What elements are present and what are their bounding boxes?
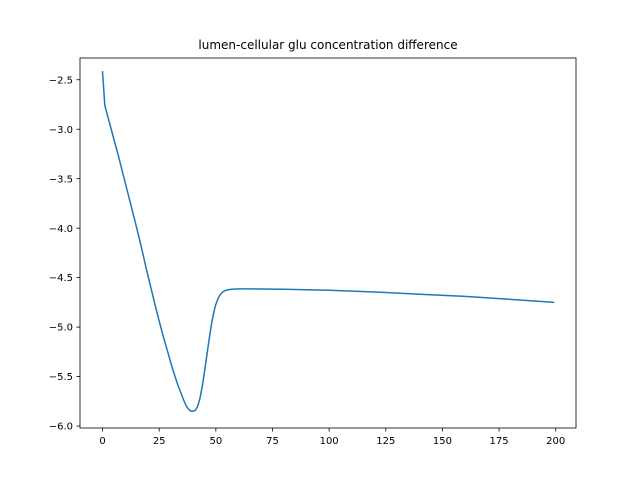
series-line: [101, 71, 555, 412]
x-axis: 0 25 50 75 100 125 150 175 200: [99, 428, 565, 447]
y-tick-label: −3.0: [49, 125, 73, 136]
x-tick-label: 200: [546, 436, 565, 447]
x-tick-label: 75: [266, 436, 279, 447]
plot-frame: [79, 57, 577, 429]
x-tick-label: 0: [99, 436, 105, 447]
chart-title: lumen-cellular glu concentration differe…: [198, 38, 457, 52]
x-tick-label: 150: [433, 436, 452, 447]
y-tick-label: −3.5: [49, 174, 73, 185]
x-tick-label: 100: [320, 436, 339, 447]
x-tick-label: 50: [209, 436, 222, 447]
y-tick-label: −2.5: [49, 75, 73, 86]
y-tick-label: −6.0: [49, 422, 73, 433]
y-tick-label: −5.5: [49, 372, 73, 383]
x-tick-label: 125: [376, 436, 395, 447]
y-tick-label: −5.0: [49, 323, 73, 334]
x-tick-label: 175: [490, 436, 509, 447]
x-tick-label: 25: [153, 436, 166, 447]
y-tick-label: −4.0: [49, 224, 73, 235]
y-axis: −2.5 −3.0 −3.5 −4.0 −4.5 −5.0 −5.5 −6.0: [49, 75, 80, 433]
y-tick-label: −4.5: [49, 273, 73, 284]
